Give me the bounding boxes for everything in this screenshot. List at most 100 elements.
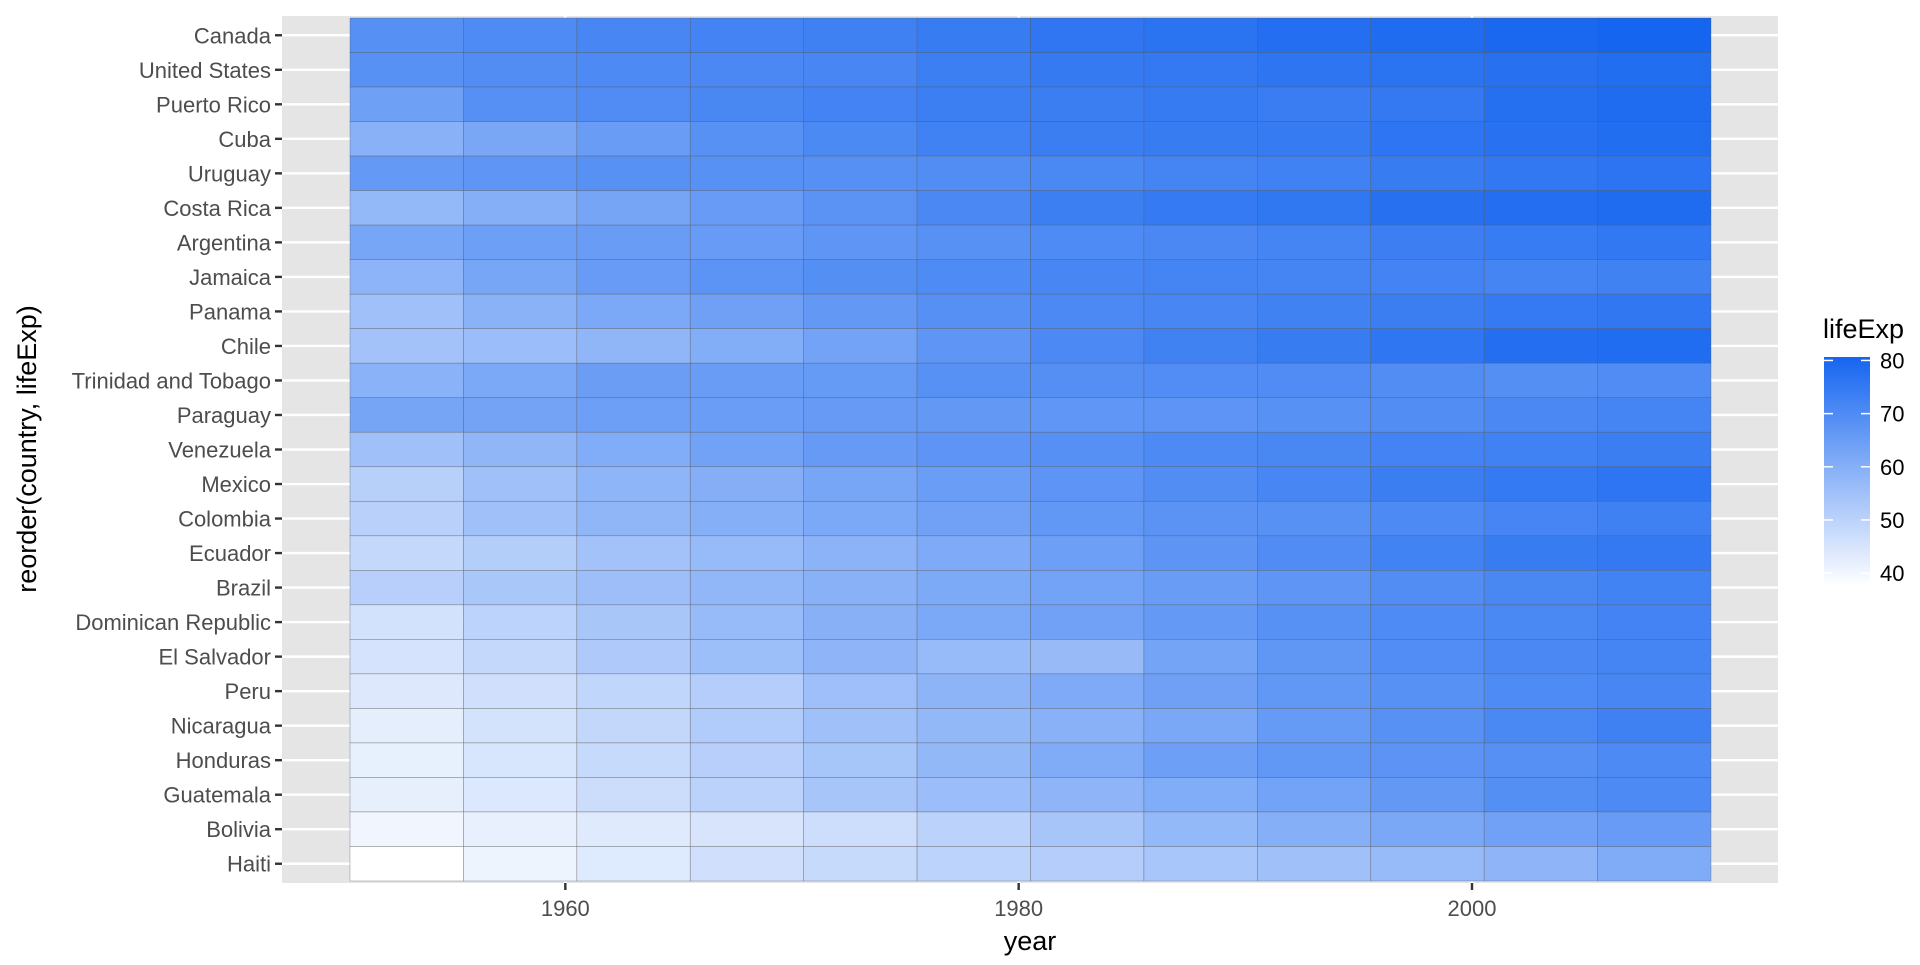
- heatmap-tiles: [349, 17, 1712, 882]
- tile-el-salvador-1982: [1030, 639, 1145, 675]
- tile-trinidad-and-tobago-1997: [1370, 362, 1485, 399]
- tile-united-states-1977: [916, 52, 1031, 88]
- tile-costa-rica-1972: [803, 190, 918, 226]
- tile-costa-rica-1982: [1030, 190, 1145, 226]
- tile-colombia-2002: [1483, 500, 1598, 537]
- tile-colombia-2007: [1597, 500, 1712, 537]
- tile-costa-rica-1962: [576, 190, 691, 226]
- tile-costa-rica-1957: [463, 190, 578, 226]
- tile-chile-1997: [1370, 328, 1485, 364]
- tile-nicaragua-1952: [349, 708, 464, 744]
- tile-peru-1982: [1030, 673, 1145, 709]
- tile-brazil-1977: [916, 570, 1031, 606]
- tile-colombia-1952: [349, 500, 464, 537]
- tile-puerto-rico-1952: [349, 86, 464, 122]
- tile-panama-1987: [1143, 293, 1258, 329]
- tile-bolivia-1992: [1257, 811, 1372, 847]
- legend-label-50: 50: [1880, 508, 1904, 533]
- tile-costa-rica-1977: [916, 190, 1031, 226]
- tile-brazil-1952: [349, 570, 464, 606]
- tile-brazil-1972: [803, 570, 918, 606]
- tile-haiti-1962: [576, 846, 691, 882]
- tile-haiti-1992: [1257, 846, 1372, 882]
- tile-trinidad-and-tobago-2007: [1597, 362, 1712, 399]
- tile-ecuador-1987: [1143, 535, 1258, 571]
- tile-canada-1962: [576, 17, 691, 53]
- tile-ecuador-1962: [576, 535, 691, 571]
- tile-venezuela-1977: [916, 431, 1031, 468]
- tile-trinidad-and-tobago-1952: [349, 362, 464, 399]
- tile-honduras-1967: [689, 742, 804, 778]
- tile-costa-rica-1997: [1370, 190, 1485, 226]
- tile-united-states-1987: [1143, 52, 1258, 88]
- tile-guatemala-1997: [1370, 777, 1485, 813]
- tile-nicaragua-1972: [803, 708, 918, 744]
- tile-haiti-1957: [463, 846, 578, 882]
- y-tick-label-ecuador: Ecuador: [189, 541, 271, 566]
- tile-trinidad-and-tobago-1977: [916, 362, 1031, 399]
- tile-cuba-1952: [349, 121, 464, 157]
- tile-argentina-1962: [576, 224, 691, 260]
- tile-peru-2007: [1597, 673, 1712, 709]
- tile-venezuela-1957: [463, 431, 578, 468]
- tile-dominican-republic-1972: [803, 604, 918, 640]
- tile-brazil-1982: [1030, 570, 1145, 606]
- tile-honduras-1957: [463, 742, 578, 778]
- tile-paraguay-2007: [1597, 397, 1712, 433]
- tile-el-salvador-1952: [349, 639, 464, 675]
- tile-cuba-1987: [1143, 121, 1258, 157]
- tile-paraguay-1992: [1257, 397, 1372, 433]
- y-tick-label-colombia: Colombia: [178, 507, 272, 532]
- tile-cuba-1997: [1370, 121, 1485, 157]
- tile-panama-1997: [1370, 293, 1485, 329]
- tile-dominican-republic-1982: [1030, 604, 1145, 640]
- tile-costa-rica-1992: [1257, 190, 1372, 226]
- tile-venezuela-1967: [689, 431, 804, 468]
- tile-united-states-1997: [1370, 52, 1485, 88]
- tile-united-states-1992: [1257, 52, 1372, 88]
- tile-cuba-1967: [689, 121, 804, 157]
- tile-colombia-1987: [1143, 500, 1258, 537]
- tile-colombia-1977: [916, 500, 1031, 537]
- tile-mexico-1957: [463, 466, 578, 502]
- tile-haiti-1977: [916, 846, 1031, 882]
- tile-chile-2002: [1483, 328, 1598, 364]
- tile-dominican-republic-1977: [916, 604, 1031, 640]
- tile-panama-1957: [463, 293, 578, 329]
- tile-nicaragua-1987: [1143, 708, 1258, 744]
- tile-ecuador-1952: [349, 535, 464, 571]
- tile-venezuela-1982: [1030, 431, 1145, 468]
- tile-canada-1982: [1030, 17, 1145, 53]
- tile-brazil-1962: [576, 570, 691, 606]
- tile-bolivia-1997: [1370, 811, 1485, 847]
- tile-bolivia-1967: [689, 811, 804, 847]
- tile-haiti-2002: [1483, 846, 1598, 882]
- tile-uruguay-1982: [1030, 155, 1145, 191]
- tile-nicaragua-1982: [1030, 708, 1145, 744]
- tile-haiti-1967: [689, 846, 804, 882]
- tile-haiti-1982: [1030, 846, 1145, 882]
- tile-cuba-2007: [1597, 121, 1712, 157]
- tile-ecuador-1982: [1030, 535, 1145, 571]
- y-tick-label-chile: Chile: [221, 334, 271, 359]
- tile-puerto-rico-1982: [1030, 86, 1145, 122]
- tile-peru-1972: [803, 673, 918, 709]
- tile-panama-1992: [1257, 293, 1372, 329]
- tile-chile-1972: [803, 328, 918, 364]
- tile-panama-1967: [689, 293, 804, 329]
- x-axis: 1960 1980 2000: [541, 883, 1496, 921]
- y-tick-label-costa-rica: Costa Rica: [163, 196, 271, 221]
- tile-brazil-1957: [463, 570, 578, 606]
- tile-honduras-1997: [1370, 742, 1485, 778]
- tile-jamaica-1977: [916, 259, 1031, 295]
- tile-honduras-1977: [916, 742, 1031, 778]
- y-tick-label-panama: Panama: [189, 299, 272, 324]
- tile-peru-1992: [1257, 673, 1372, 709]
- tile-united-states-1962: [576, 52, 691, 88]
- tile-puerto-rico-1967: [689, 86, 804, 122]
- tile-united-states-1952: [349, 52, 464, 88]
- tile-cuba-1982: [1030, 121, 1145, 157]
- y-tick-label-cuba: Cuba: [218, 127, 271, 152]
- tile-chile-1987: [1143, 328, 1258, 364]
